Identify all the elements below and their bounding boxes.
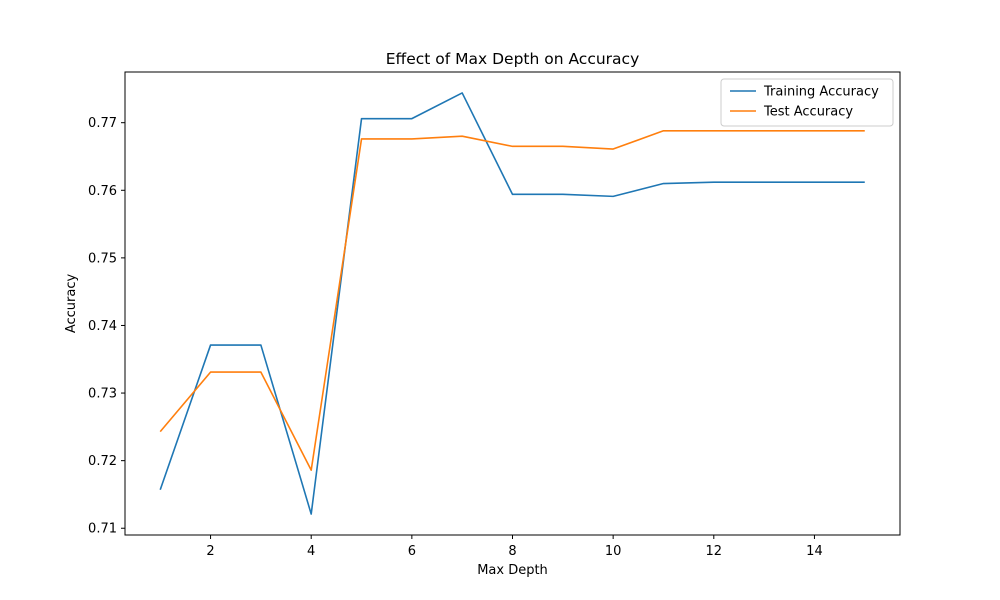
- legend-label-training-accuracy: Training Accuracy: [763, 85, 879, 100]
- x-tick-label: 8: [508, 544, 516, 559]
- series-line-training-accuracy: [159, 92, 865, 515]
- legend: Training Accuracy Test Accuracy: [720, 78, 894, 127]
- x-tick-label: 12: [706, 544, 723, 559]
- series-line-test-accuracy: [159, 130, 865, 471]
- y-tick-label: 0.71: [88, 522, 117, 537]
- y-tick-label: 0.74: [88, 319, 117, 334]
- y-tick-label: 0.75: [88, 251, 117, 266]
- chart-title: Effect of Max Depth on Accuracy: [386, 50, 640, 68]
- y-axis: 0.71 0.72 0.73 0.74 0.75 0.76 0.77: [88, 116, 125, 537]
- y-tick-label: 0.77: [88, 116, 117, 131]
- x-axis-label: Max Depth: [477, 563, 548, 578]
- y-tick-label: 0.73: [88, 387, 117, 402]
- x-tick-label: 6: [408, 544, 416, 559]
- x-axis: 2 4 6 8 10 12 14: [206, 535, 823, 559]
- series-layer: [159, 92, 865, 515]
- y-axis-label: Accuracy: [64, 274, 79, 334]
- x-tick-label: 2: [206, 544, 214, 559]
- y-tick-label: 0.72: [88, 454, 117, 469]
- x-tick-label: 10: [605, 544, 622, 559]
- x-tick-label: 14: [806, 544, 823, 559]
- legend-frame: [720, 78, 894, 127]
- x-tick-label: 4: [307, 544, 315, 559]
- y-tick-label: 0.76: [88, 184, 117, 199]
- legend-label-test-accuracy: Test Accuracy: [763, 105, 853, 120]
